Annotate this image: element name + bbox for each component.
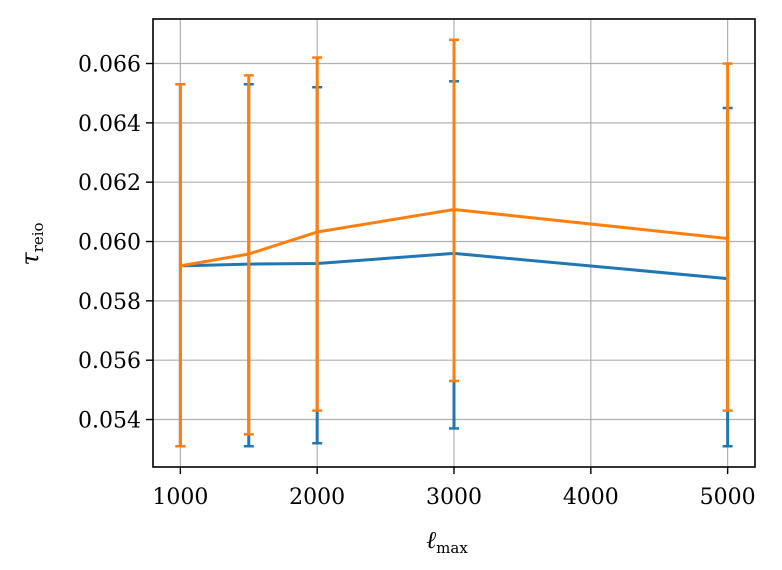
x-axis-label: ℓmax: [426, 526, 468, 557]
series-line: [180, 207, 728, 268]
x-tick-label: 3000: [426, 485, 482, 510]
y-axis-label: τreio: [16, 222, 47, 265]
y-tick-label: 0.064: [78, 112, 141, 137]
x-tick-label: 1000: [152, 485, 208, 510]
x-axis-label-main: ℓ: [426, 526, 436, 554]
ticks: 1000 2000 3000 4000 5000 0.054 0.056 0.058 0.060…: [78, 53, 756, 510]
y-tick-label: 0.054: [78, 409, 141, 434]
x-tick-label: 4000: [563, 485, 619, 510]
y-axis-label-main: τ: [16, 252, 44, 266]
x-tick-label: 2000: [289, 485, 345, 510]
y-tick-label: 0.056: [78, 349, 141, 374]
y-axis-label-sub: reio: [29, 222, 47, 252]
series-2: [175, 38, 733, 448]
y-tick-label: 0.066: [78, 53, 141, 78]
x-axis-label-sub: max: [436, 539, 468, 557]
y-tick-label: 0.062: [78, 171, 141, 196]
series-layer: [175, 38, 733, 448]
y-tick-label: 0.058: [78, 290, 141, 315]
x-tick-label: 5000: [700, 485, 756, 510]
y-tick-label: 0.060: [78, 231, 141, 256]
